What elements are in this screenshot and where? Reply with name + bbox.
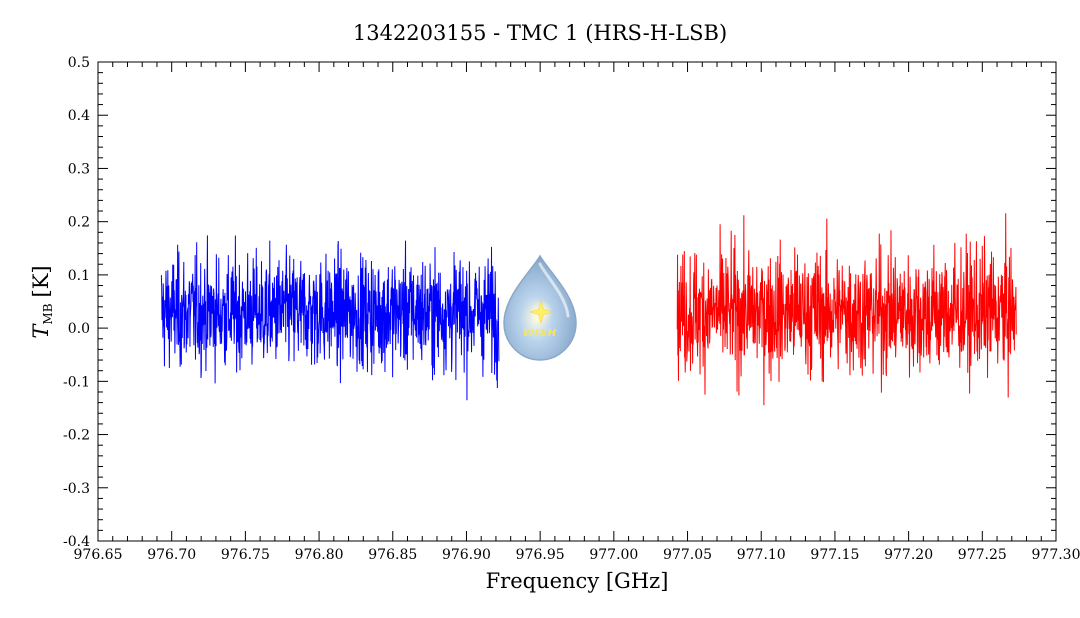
series-layer <box>160 213 1017 406</box>
y-tick-label: 0.2 <box>68 215 90 231</box>
x-tick-labels: 976.65 976.70 976.75 976.80 976.85 976.90 976.… <box>74 547 1080 563</box>
x-tick-label: 976.70 <box>147 547 196 563</box>
y-axis-subscript: MB <box>41 303 55 324</box>
x-tick-label: 977.15 <box>810 547 859 563</box>
wish-drop-logo-icon: WISH <box>503 254 577 361</box>
x-tick-label: 977.25 <box>958 547 1007 563</box>
chart-title: 1342203155 - TMC 1 (HRS-H-LSB) <box>353 21 727 45</box>
axis-ticks <box>97 61 1057 542</box>
y-tick-label: -0.1 <box>63 374 90 390</box>
y-tick-label: -0.4 <box>63 534 90 550</box>
x-tick-label: 977.10 <box>737 547 786 563</box>
svg-text:TMB[K]: TMB [K] <box>29 265 55 338</box>
y-tick-label: -0.3 <box>63 481 90 497</box>
y-tick-label: 0.1 <box>68 268 90 284</box>
y-tick-labels: -0.4 -0.3 -0.2 -0.1 0.0 0.1 0.2 0.3 0.4 0.5 <box>63 55 90 550</box>
x-axis-label: Frequency [GHz] <box>486 569 669 593</box>
x-tick-label: 977.05 <box>663 547 712 563</box>
x-tick-label: 977.00 <box>589 547 638 563</box>
y-tick-label: 0.3 <box>68 161 90 177</box>
x-tick-label: 977.30 <box>1032 547 1080 563</box>
x-tick-label: 976.85 <box>368 547 417 563</box>
y-axis-symbol: T <box>29 323 53 339</box>
x-tick-label: 976.90 <box>442 547 491 563</box>
y-tick-label: 0.0 <box>68 321 90 337</box>
plot-frame <box>97 61 1057 542</box>
y-tick-label: 0.4 <box>68 108 90 124</box>
x-tick-label: 976.95 <box>516 547 565 563</box>
y-axis-label: TMB [K] <box>29 265 55 338</box>
x-tick-label: 976.65 <box>74 547 123 563</box>
series-2-line <box>676 213 1017 406</box>
x-tick-label: 976.75 <box>221 547 270 563</box>
x-tick-label: 977.20 <box>884 547 933 563</box>
y-tick-label: -0.2 <box>63 428 90 444</box>
series-1-line <box>160 235 500 401</box>
y-axis-unit: [K] <box>29 265 53 297</box>
x-tick-label: 976.80 <box>295 547 344 563</box>
logo-text: WISH <box>523 328 557 339</box>
y-tick-label: 0.5 <box>68 55 90 71</box>
